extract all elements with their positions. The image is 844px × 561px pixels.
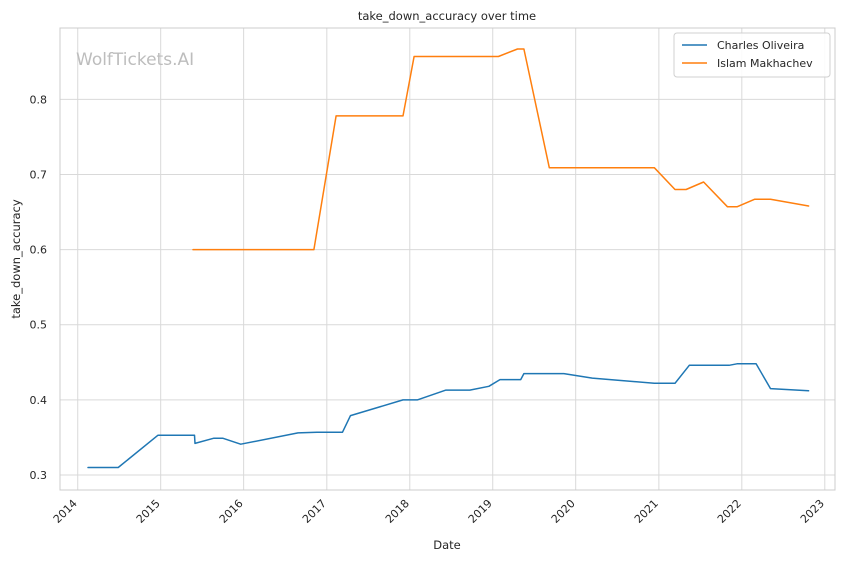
legend-label-charles-oliveira: Charles Oliveira	[717, 39, 804, 52]
y-axis-label: take_down_accuracy	[9, 199, 23, 318]
y-tick-labels: 0.3 0.4 0.5 0.6 0.7 0.8	[30, 93, 48, 482]
y-tick-label-0-6: 0.6	[30, 244, 48, 257]
legend-box	[673, 32, 831, 78]
watermark: WolfTickets.AI	[76, 50, 194, 70]
y-tick-label-0-7: 0.7	[30, 168, 48, 181]
y-tick-label-0-8: 0.8	[30, 93, 48, 106]
series-line-islam-makhachev	[192, 48, 810, 251]
y-tick-label-0-3: 0.3	[30, 469, 48, 482]
plot-frame	[59, 27, 836, 491]
x-tick-labels: 2014 2015 2016 2017 2018 2019 2020 2021 2022 2023	[51, 497, 827, 526]
x-axis-label: Date	[433, 538, 461, 552]
series-lines	[87, 48, 810, 469]
grid	[60, 28, 835, 490]
chart-title: take_down_accuracy over time	[358, 9, 536, 23]
y-tick-label-0-5: 0.5	[30, 319, 48, 332]
legend: Charles Oliveira Islam Makhachev	[673, 32, 831, 78]
legend-label-islam-makhachev: Islam Makhachev	[717, 57, 813, 70]
series-line-charles-oliveira	[87, 363, 810, 469]
y-tick-label-0-4: 0.4	[30, 394, 48, 407]
